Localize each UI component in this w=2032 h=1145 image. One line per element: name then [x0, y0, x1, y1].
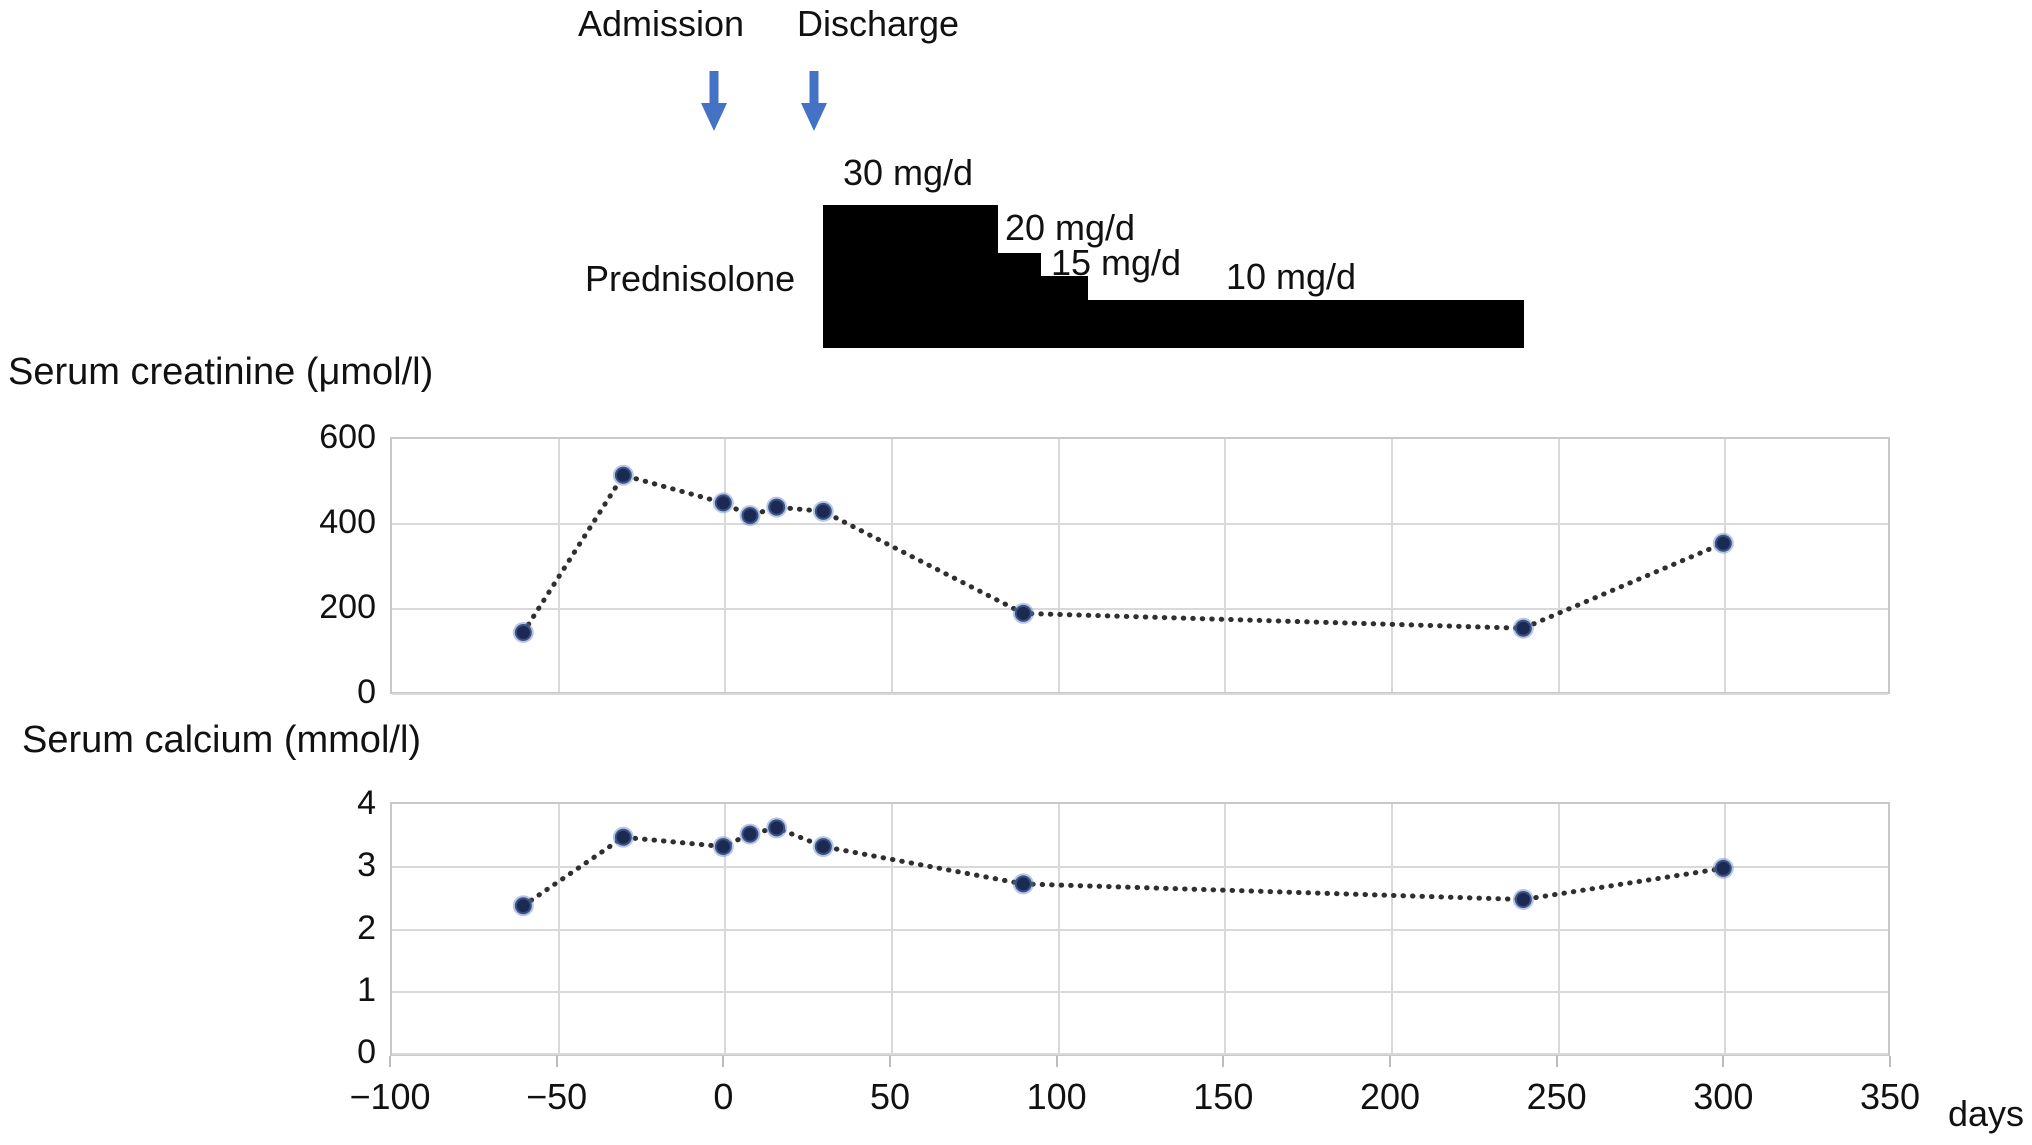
x-axis-tick [1055, 1056, 1058, 1067]
creatinine-series [512, 464, 1734, 643]
prednisolone-segment-20mg [996, 252, 1041, 348]
x-tick-label-350: 350 [1859, 1076, 1921, 1117]
vertical-gridline [1724, 439, 1727, 692]
calcium-data-point-day--30 [612, 826, 634, 848]
creatinine-data-point-day--30 [612, 464, 634, 486]
vertical-gridline [1391, 439, 1393, 692]
x-tick-label-300: 300 [1693, 1076, 1754, 1117]
creatinine-ytick-label: 400 [319, 503, 376, 541]
creatinine-trend-line [520, 472, 1726, 635]
x-axis-tick [889, 1056, 891, 1067]
dose-label-15mg: 15 mg/d [1051, 242, 1182, 283]
vertical-gridline [1557, 439, 1560, 692]
dose-label-30mg: 30 mg/d [843, 152, 974, 193]
calcium-plot-area [390, 802, 1890, 1056]
creatinine-data-point-day-0 [712, 492, 734, 514]
vertical-gridline [724, 439, 727, 692]
dose-label-20mg: 20 mg/d [1005, 207, 1136, 248]
creatinine-data-point-day-300 [1712, 532, 1734, 554]
calcium-data-point-day-90 [1012, 873, 1034, 895]
creatinine-ytick-label: 600 [319, 418, 376, 456]
horizontal-gridline [392, 1053, 1888, 1055]
creatinine-ytick-label: 200 [319, 588, 376, 626]
prednisolone-bar: 30 mg/d 20 mg/d 15 mg/d 10 mg/d [0, 0, 2032, 360]
calcium-ytick-label: 4 [357, 784, 376, 822]
calcium-data-point-day-16 [766, 817, 788, 839]
calcium-chart-title: Serum calcium (mmol/l) [22, 719, 422, 761]
calcium-data-point-day-0 [712, 836, 734, 858]
admission-label: Admission [578, 3, 745, 44]
calcium-data-point-day-30 [812, 836, 834, 858]
calcium-ytick-label: 2 [357, 908, 376, 947]
vertical-gridline [557, 439, 560, 692]
creatinine-data-point-day-8 [739, 505, 761, 527]
prednisolone-segment-10mg [1086, 300, 1525, 348]
admission-arrow-icon [701, 71, 727, 131]
x-tick-label-0: 0 [713, 1076, 734, 1117]
x-axis-tick [555, 1056, 558, 1067]
discharge-arrow-icon [801, 71, 827, 131]
calcium-ytick-label: 3 [357, 846, 376, 885]
calcium-ytick-label: 0 [357, 1033, 376, 1071]
x-tick-label-50: 50 [869, 1076, 911, 1117]
vertical-gridline [891, 439, 893, 692]
x-axis-tick [722, 1056, 725, 1067]
calcium-data-point-day-8 [739, 823, 761, 845]
calcium-data-point-day--60 [512, 895, 534, 917]
x-axis-tick [1889, 1056, 1891, 1067]
x-axis-tick [1722, 1056, 1725, 1067]
horizontal-gridline [392, 866, 1888, 869]
x-tick-label--50: −50 [526, 1076, 588, 1117]
creatinine-chart-title: Serum creatinine (μmol/l) [8, 351, 434, 393]
calcium-series [512, 817, 1734, 917]
creatinine-data-point-day--60 [512, 622, 534, 643]
x-axis-tick [1222, 1056, 1225, 1067]
horizontal-gridline [392, 523, 1888, 525]
prednisolone-segment-15mg [1040, 276, 1088, 348]
calcium-data-point-day-300 [1712, 857, 1734, 879]
x-tick-label-250: 250 [1526, 1076, 1587, 1117]
creatinine-data-point-day-16 [766, 496, 788, 518]
x-tick-label-150: 150 [1193, 1076, 1254, 1117]
vertical-gridline [1224, 439, 1227, 692]
x-axis-tick [1555, 1056, 1558, 1067]
horizontal-gridline [392, 928, 1888, 931]
calcium-ytick-label: 1 [357, 970, 376, 1009]
horizontal-gridline [392, 990, 1888, 993]
creatinine-plot-area [390, 437, 1890, 695]
horizontal-gridline [392, 693, 1888, 695]
creatinine-data-point-day-90 [1012, 602, 1034, 624]
creatinine-data-point-day-240 [1512, 617, 1534, 639]
creatinine-ytick-label: 0 [357, 673, 376, 711]
x-tick-label-200: 200 [1359, 1076, 1421, 1117]
x-axis-unit-label: days [1948, 1093, 2025, 1134]
x-tick-label--100: −100 [349, 1076, 431, 1117]
x-tick-label-100: 100 [1026, 1076, 1087, 1117]
x-axis-tick [389, 1056, 391, 1067]
calcium-data-point-day-240 [1512, 888, 1534, 910]
creatinine-data-point-day-30 [812, 500, 834, 522]
dose-label-10mg: 10 mg/d [1226, 256, 1357, 297]
horizontal-gridline [392, 608, 1888, 610]
calcium-trend-line [520, 825, 1726, 909]
x-axis-tick [1389, 1056, 1391, 1067]
discharge-label: Discharge [797, 3, 960, 44]
prednisolone-label: Prednisolone [585, 258, 796, 299]
vertical-gridline [1057, 439, 1060, 692]
prednisolone-segment-30mg [823, 204, 998, 348]
